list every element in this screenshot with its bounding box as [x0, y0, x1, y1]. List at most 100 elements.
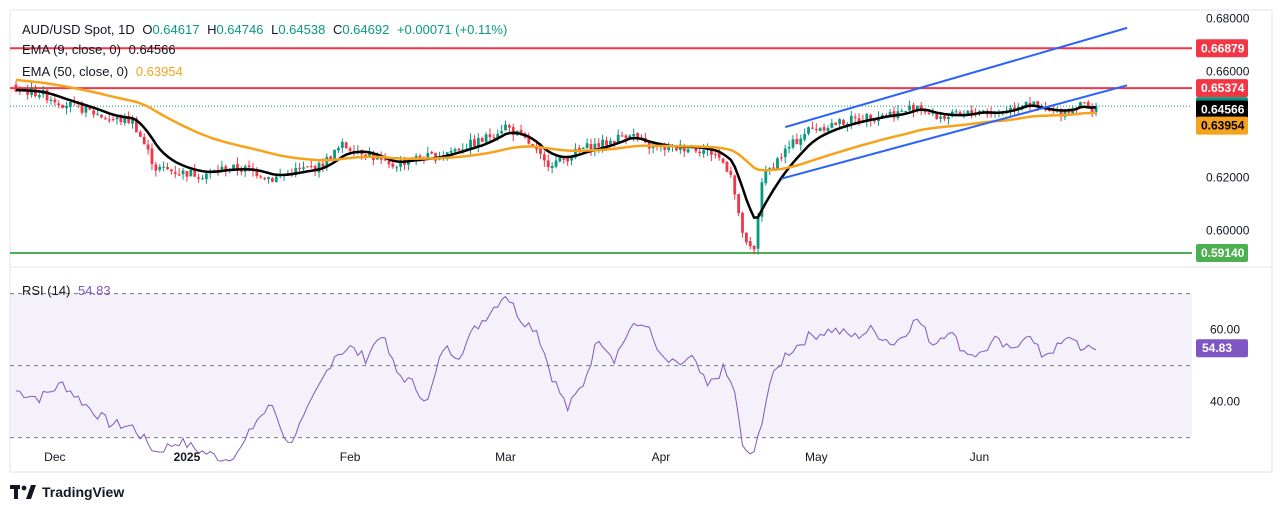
candle-body [981, 110, 985, 112]
candle-body [919, 105, 923, 110]
candle-body [131, 118, 134, 124]
candle-body [698, 151, 702, 154]
candle-body [391, 163, 395, 167]
candle-body [224, 166, 228, 172]
candle-body [787, 146, 791, 149]
candle-body [201, 178, 204, 180]
candle-body [566, 158, 570, 162]
candle-body [473, 139, 476, 147]
candle-body [562, 158, 566, 160]
candle-body [45, 90, 49, 101]
candle-body [247, 165, 251, 168]
horizontal-levels [10, 47, 1192, 255]
low-value: 0.64538 [278, 22, 326, 37]
candle-body [294, 168, 298, 176]
candle-body [970, 110, 974, 114]
price-tick-label: 0.62000 [1206, 170, 1250, 184]
candle-body [737, 194, 741, 214]
candle-body [476, 138, 480, 147]
candle-body [667, 145, 671, 151]
candle-body [340, 141, 344, 148]
candle-body [581, 147, 585, 149]
candle-body [900, 110, 904, 112]
candle-body [880, 114, 884, 117]
brand-name: TradingView [42, 484, 125, 500]
rsi-value: 54.83 [78, 283, 111, 298]
candle-body [752, 245, 756, 250]
candle-body [783, 148, 787, 158]
candle-body [550, 166, 554, 168]
candle-body [84, 105, 88, 113]
candle-body [337, 148, 340, 151]
time-axis: Dec 2025 Feb Mar Apr May Jun [44, 450, 989, 464]
candle-body [127, 116, 131, 123]
candle-body [449, 150, 453, 153]
candle-body [383, 159, 387, 161]
tradingview-logo[interactable]: TradingView [10, 484, 124, 500]
candle-body [430, 151, 434, 154]
candle-body [620, 135, 624, 137]
candle-body [849, 115, 853, 123]
candle-body [189, 169, 193, 177]
candle-body [795, 138, 799, 144]
candle-body [527, 136, 531, 144]
candle-body [329, 156, 333, 160]
candle-body [348, 148, 352, 151]
candle-body [1094, 106, 1098, 113]
chart-grid [9, 9, 1273, 473]
candle-body [368, 153, 371, 157]
price-tag [1196, 244, 1248, 263]
candle-body [1020, 105, 1024, 107]
time-tick-label: May [805, 450, 828, 464]
candle-body [321, 163, 325, 167]
candle-body [776, 158, 779, 170]
rsi-label: RSI (14) [22, 283, 71, 298]
time-tick-label: Mar [495, 450, 516, 464]
candle-body [80, 103, 84, 113]
candle-body [570, 157, 573, 161]
candle-body [624, 135, 628, 139]
ema9-line [15, 88, 1097, 220]
candle-body [135, 118, 138, 133]
candle-body [542, 154, 546, 161]
candle-body [65, 106, 68, 109]
candle-body [406, 160, 410, 165]
candle-body [710, 148, 713, 155]
price-tag [1196, 116, 1248, 135]
candle-body [884, 115, 888, 117]
candle-body [14, 84, 18, 92]
candle-body [702, 150, 706, 154]
candle-body [103, 118, 107, 120]
candle-body [1048, 110, 1051, 112]
candlesticks [14, 80, 1098, 255]
candle-body [966, 111, 970, 115]
candle-body [395, 167, 399, 169]
candle-body [915, 105, 919, 111]
candle-body [772, 167, 775, 169]
ema-lines [15, 78, 1097, 220]
candle-body [1063, 110, 1067, 117]
candle-body [387, 161, 391, 165]
tradingview-logo-icon [10, 485, 36, 499]
candle-body [500, 131, 504, 134]
candle-body [760, 182, 764, 217]
candle-body [37, 95, 41, 98]
candle-body [204, 173, 208, 180]
rsi-legend[interactable]: RSI (14) 54.83 [22, 283, 115, 299]
candle-body [791, 139, 795, 148]
candle-body [842, 120, 845, 125]
candle-body [26, 90, 30, 95]
candle-body [1086, 102, 1090, 108]
candle-body [558, 157, 562, 162]
open-label: O [142, 22, 153, 37]
price-tag-label: 0.63954 [1201, 119, 1245, 133]
candle-body [531, 143, 535, 146]
candle-body [1009, 107, 1012, 111]
candle-body [166, 167, 169, 170]
ema9-legend[interactable]: EMA (9, close, 0) 0.64566 [22, 42, 180, 58]
candle-body [577, 147, 581, 150]
ema50-legend[interactable]: EMA (50, close, 0) 0.63954 [22, 64, 187, 80]
candle-body [142, 136, 146, 145]
change-value: +0.00071 (+0.11%) [396, 22, 508, 37]
